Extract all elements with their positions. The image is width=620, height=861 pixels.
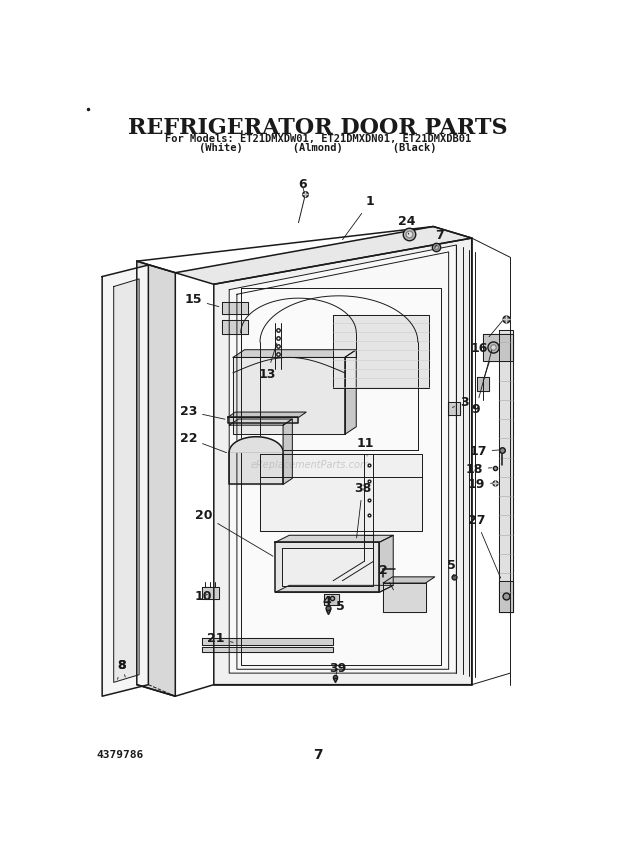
Polygon shape [383, 583, 425, 611]
Text: 7: 7 [435, 229, 444, 247]
Polygon shape [275, 542, 379, 592]
Text: 19: 19 [467, 478, 492, 491]
Text: 17: 17 [469, 445, 499, 458]
Text: 4379786: 4379786 [96, 750, 143, 759]
Text: 13: 13 [259, 344, 277, 381]
Polygon shape [260, 454, 422, 530]
Polygon shape [202, 587, 219, 599]
Polygon shape [324, 594, 339, 605]
Text: 3: 3 [453, 395, 468, 409]
Text: 24: 24 [397, 214, 415, 234]
Text: 2: 2 [379, 564, 394, 590]
Text: 8: 8 [117, 659, 126, 679]
Polygon shape [233, 350, 356, 357]
Text: 11: 11 [356, 437, 374, 456]
Text: 5: 5 [448, 559, 456, 577]
Polygon shape [214, 238, 472, 684]
Text: 5: 5 [330, 599, 345, 613]
Polygon shape [241, 288, 441, 666]
Polygon shape [175, 226, 472, 284]
Text: 16: 16 [471, 321, 502, 355]
Polygon shape [275, 536, 393, 542]
Text: For Models: ET21DMXDW01, ET21DMXDN01, ET21DMXDB01: For Models: ET21DMXDW01, ET21DMXDN01, ET… [165, 134, 471, 144]
Polygon shape [137, 261, 175, 697]
Polygon shape [281, 548, 373, 586]
Polygon shape [345, 350, 356, 435]
Polygon shape [221, 302, 249, 313]
Text: 38: 38 [354, 482, 371, 538]
Text: 20: 20 [195, 509, 273, 556]
Text: REFRIGERATOR DOOR PARTS: REFRIGERATOR DOOR PARTS [128, 117, 508, 139]
Polygon shape [379, 536, 393, 592]
Polygon shape [498, 331, 513, 611]
Polygon shape [229, 245, 456, 673]
Text: 21: 21 [207, 632, 233, 645]
Polygon shape [228, 412, 306, 418]
Text: 15: 15 [184, 293, 219, 307]
Polygon shape [202, 647, 333, 652]
Text: 7: 7 [313, 747, 322, 762]
Polygon shape [333, 315, 430, 388]
Text: 6: 6 [298, 178, 307, 191]
Text: 10: 10 [195, 590, 213, 603]
Polygon shape [484, 334, 513, 362]
Polygon shape [229, 452, 283, 485]
Polygon shape [498, 580, 513, 611]
Text: 39: 39 [329, 662, 347, 675]
Polygon shape [221, 320, 249, 334]
Text: 9: 9 [471, 350, 492, 416]
Polygon shape [229, 419, 293, 425]
Polygon shape [102, 265, 148, 697]
Polygon shape [228, 418, 298, 423]
Text: 4: 4 [322, 595, 331, 608]
Polygon shape [202, 639, 333, 645]
Polygon shape [283, 419, 293, 485]
Polygon shape [275, 585, 393, 592]
Polygon shape [233, 357, 345, 435]
Text: 23: 23 [180, 405, 225, 419]
Polygon shape [229, 437, 283, 452]
Polygon shape [383, 577, 435, 583]
Text: 22: 22 [180, 431, 226, 453]
Text: 18: 18 [466, 462, 492, 475]
Polygon shape [448, 402, 460, 415]
Text: 8: 8 [117, 659, 126, 677]
Text: eReplacementParts.com: eReplacementParts.com [250, 461, 370, 470]
Text: 1: 1 [342, 195, 374, 239]
Text: 27: 27 [467, 514, 501, 579]
Polygon shape [477, 376, 489, 391]
Text: (White)        (Almond)        (Black): (White) (Almond) (Black) [199, 143, 436, 152]
Polygon shape [113, 279, 139, 683]
